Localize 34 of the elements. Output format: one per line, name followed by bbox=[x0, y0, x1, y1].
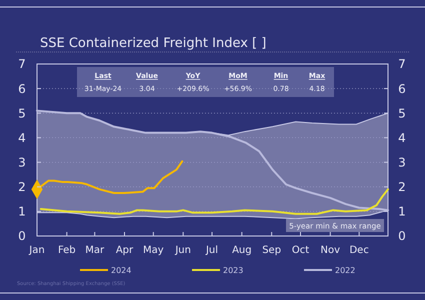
x-tick-label: Dec bbox=[349, 245, 369, 256]
line-series bbox=[40, 188, 389, 215]
x-tick-label: Oct bbox=[292, 245, 310, 256]
legend-label: 2023 bbox=[223, 266, 244, 275]
x-tick-label: Nov bbox=[320, 245, 340, 256]
y2-tick-label: 2 bbox=[398, 180, 406, 194]
y2-tick-label: 1 bbox=[398, 204, 406, 219]
y-tick-label: 2 bbox=[18, 180, 26, 194]
y-tick-label: 4 bbox=[18, 130, 26, 145]
y-tick-label: 5 bbox=[18, 106, 26, 120]
y2-tick-label: 3 bbox=[398, 155, 406, 170]
chart-title: SSE Containerized Freight Index [ ] bbox=[40, 36, 266, 51]
y-tick-label: 0 bbox=[18, 229, 26, 244]
x-tick-label: Jun bbox=[174, 245, 191, 256]
y2-tick-label: 4 bbox=[398, 130, 406, 145]
y2-tick-label: 7 bbox=[398, 57, 406, 72]
x-tick-label: May bbox=[143, 245, 164, 256]
y2-tick-label: 5 bbox=[398, 106, 406, 120]
line-series bbox=[36, 110, 389, 212]
legend-label: 2022 bbox=[335, 266, 356, 275]
y-tick-label: 7 bbox=[18, 57, 26, 72]
x-tick-label: Jul bbox=[204, 245, 218, 256]
legend-label: 2024 bbox=[111, 266, 132, 275]
x-tick-label: Jan bbox=[28, 245, 45, 256]
y-tick-label: 6 bbox=[18, 82, 26, 96]
x-tick-label: Sep bbox=[262, 245, 282, 256]
x-tick-label: Apr bbox=[116, 245, 134, 256]
y2-tick-label: 6 bbox=[398, 82, 406, 96]
x-tick-label: Mar bbox=[85, 245, 106, 256]
x-tick-label: Feb bbox=[58, 245, 76, 256]
x-tick-label: Aug bbox=[232, 245, 252, 256]
y-tick-label: 1 bbox=[18, 204, 26, 219]
y2-tick-label: 0 bbox=[398, 229, 406, 244]
y-tick-label: 3 bbox=[18, 155, 26, 170]
